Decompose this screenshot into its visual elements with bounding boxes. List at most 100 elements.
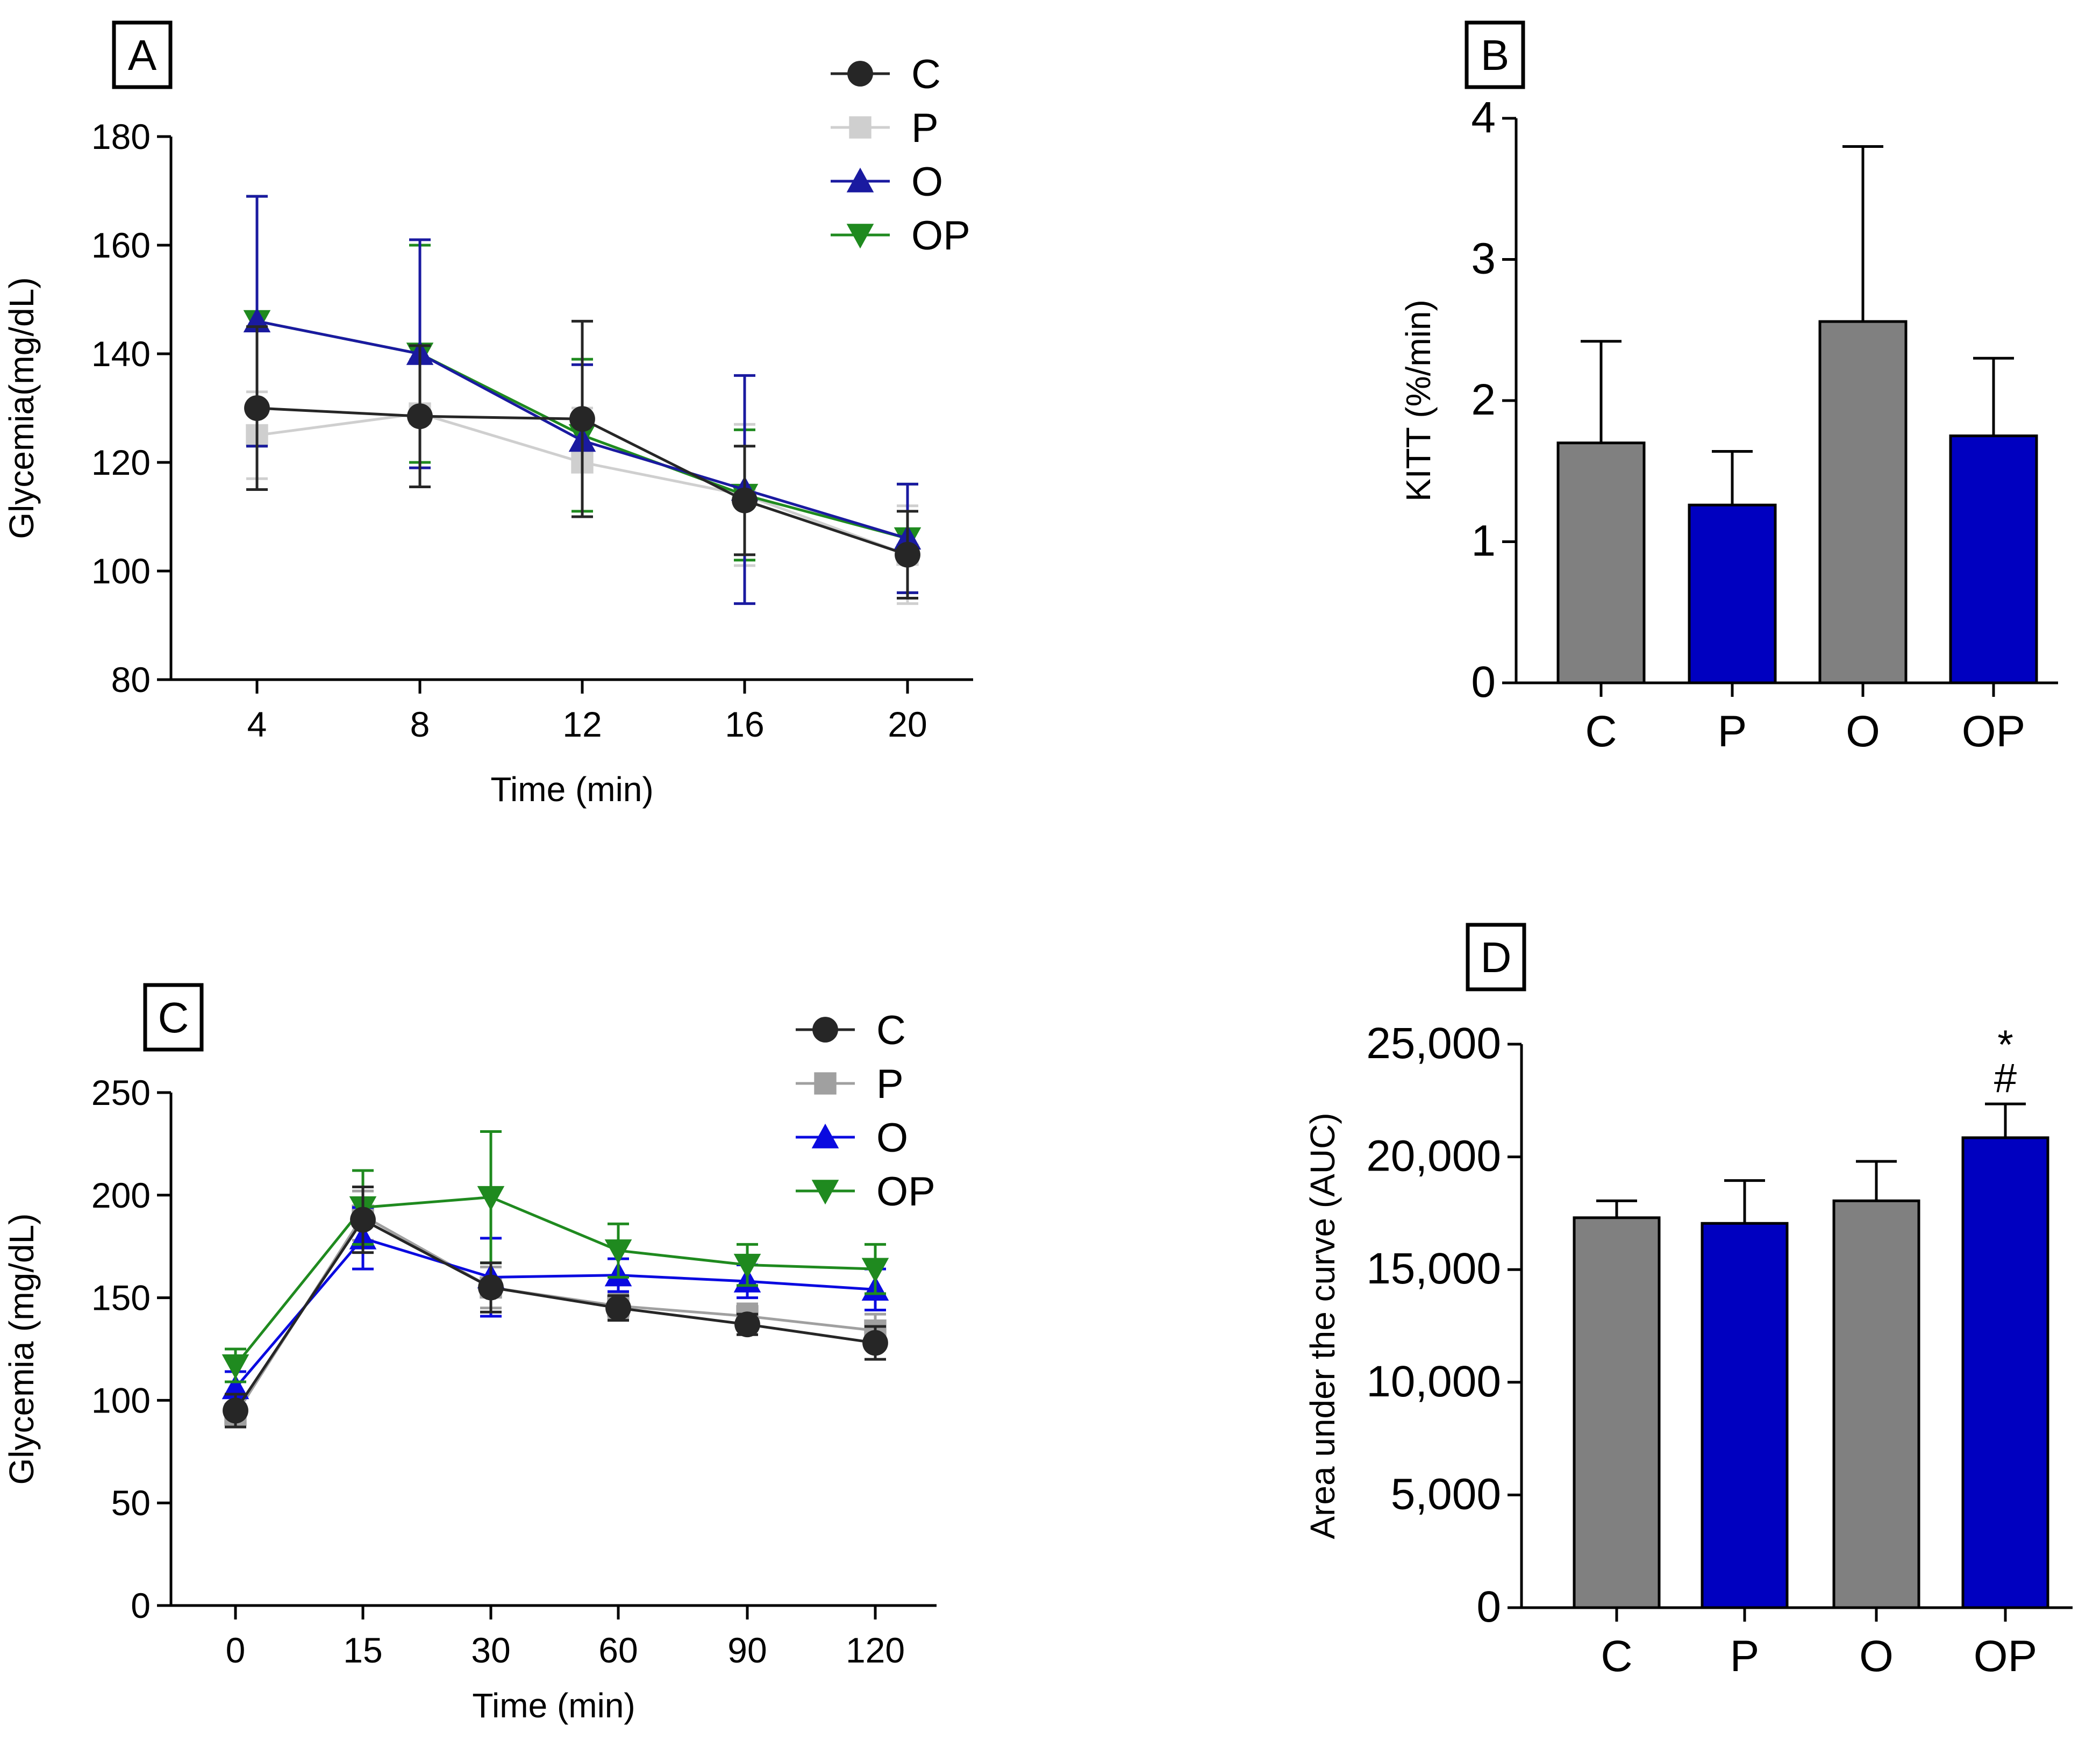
series-c [244, 319, 920, 600]
y-tick-label: 3 [1471, 234, 1496, 283]
y-axis-label: Glycemia(mg/dL) [2, 277, 41, 539]
legend-item-p: P [796, 1061, 904, 1107]
series-op [222, 1130, 889, 1383]
legend-item-p: P [831, 105, 939, 151]
legend-item-c: C [831, 52, 941, 97]
legend-marker [811, 1123, 839, 1148]
panel-label-text: C [158, 994, 189, 1041]
y-axis-label: Glycemia (mg/dL) [2, 1214, 41, 1485]
y-tick-label: 120 [91, 443, 151, 482]
x-tick-label: 15 [343, 1630, 382, 1670]
legend-marker [814, 1072, 837, 1095]
y-tick-label: 200 [91, 1175, 151, 1215]
data-point [734, 1311, 760, 1338]
bar-chart-d: 0 5,000 10,000 15,000 20,000 25,000 Area under… [1303, 1019, 2073, 1681]
y-tick-label: 10,000 [1366, 1357, 1501, 1406]
x-tick-label: 0 [226, 1630, 246, 1670]
series-line [234, 1218, 876, 1411]
y-tick-label: 100 [91, 1380, 151, 1420]
panel-label-d: D [1466, 923, 1526, 991]
y-tick-label: 1 [1471, 517, 1496, 566]
series-line [234, 1196, 876, 1367]
legend-marker [812, 1017, 838, 1043]
data-point [223, 1397, 248, 1424]
legend: CPO OP [831, 52, 970, 259]
legend-label: OP [911, 213, 970, 259]
y-tick-label: 140 [91, 334, 151, 374]
line-chart-c: 0 50 100 150 200 250 0 15 30 60 90 120 Time (min) Gly… [2, 1008, 937, 1725]
data-point [605, 1295, 631, 1321]
data-point [222, 1354, 249, 1379]
x-tick-label: 4 [247, 704, 267, 744]
series-line [234, 1237, 876, 1389]
data-point [732, 487, 758, 513]
panel-label-box [143, 983, 204, 1052]
legend-label: C [911, 52, 941, 97]
bar-c [1573, 1216, 1661, 1609]
legend-label: P [876, 1061, 904, 1107]
panel-label-text: B [1481, 31, 1509, 79]
legend-item-op: OP [796, 1169, 935, 1215]
data-point [733, 1253, 761, 1279]
y-tick-label: 20,000 [1366, 1132, 1501, 1181]
legend-marker [846, 167, 874, 192]
x-tick-label: P [1730, 1632, 1760, 1681]
x-tick-label: 90 [727, 1630, 767, 1670]
x-tick-label: 8 [410, 704, 430, 744]
y-tick-label: 2 [1471, 375, 1496, 424]
legend-marker [846, 224, 874, 249]
bar-chart-b: 0 1 2 3 4 KITT (%/min) C P O OP [1399, 93, 2058, 756]
data-point [407, 403, 433, 430]
data-point [861, 1258, 889, 1283]
x-tick-label: OP [1962, 707, 2025, 756]
bar-o [1832, 1199, 1920, 1609]
x-tick-label: P [1718, 707, 1747, 756]
y-tick-label: 180 [91, 117, 151, 156]
series-o [222, 1206, 889, 1406]
y-tick-label: 15,000 [1366, 1244, 1501, 1293]
legend-item-o: O [796, 1115, 908, 1161]
x-tick-label: 30 [471, 1630, 510, 1670]
data-point [895, 541, 920, 568]
x-tick-label: 20 [888, 704, 927, 744]
panel-label-box [1465, 20, 1525, 89]
y-tick-label: 0 [131, 1586, 151, 1625]
y-tick-label: 5,000 [1391, 1469, 1501, 1518]
x-tick-label: 16 [725, 704, 764, 744]
x-tick-label: 120 [846, 1630, 905, 1670]
data-point [604, 1239, 632, 1265]
y-tick-label: 80 [111, 660, 151, 700]
data-point [478, 1274, 504, 1301]
bar-o [1818, 320, 1908, 684]
legend-marker [847, 61, 873, 87]
significance-mark: * [1997, 1022, 2013, 1068]
panel-label-box [1466, 923, 1526, 991]
line-chart-a: 80 100 120 140 160 180 4 8 12 16 20 Time (min) Glyce… [2, 52, 973, 809]
legend-label: OP [876, 1169, 935, 1215]
data-point [862, 1330, 888, 1356]
legend-label: P [911, 105, 939, 151]
bar-c [1556, 441, 1646, 684]
x-axis-label: Time (min) [472, 1686, 635, 1725]
x-tick-label: O [1859, 1632, 1894, 1681]
panel-label-text: A [128, 31, 157, 79]
legend-label: O [911, 159, 943, 205]
x-tick-label: 12 [562, 704, 602, 744]
legend-item-op: OP [831, 213, 970, 259]
data-point [569, 406, 595, 432]
bar-p [1688, 503, 1777, 684]
y-tick-label: 100 [91, 551, 151, 591]
y-tick-label: 25,000 [1366, 1019, 1501, 1068]
y-tick-label: 250 [91, 1073, 151, 1112]
legend-item-c: C [796, 1008, 906, 1053]
legend-label: O [876, 1115, 908, 1161]
legend-item-o: O [831, 159, 943, 205]
x-tick-label: C [1601, 1632, 1632, 1681]
legend-label: C [876, 1008, 906, 1053]
y-tick-label: 150 [91, 1278, 151, 1318]
x-tick-label: C [1585, 707, 1617, 756]
x-tick-label: OP [1974, 1632, 2037, 1681]
y-axis-label: KITT (%/min) [1399, 299, 1438, 502]
data-point [244, 395, 270, 421]
legend-marker [849, 116, 872, 139]
